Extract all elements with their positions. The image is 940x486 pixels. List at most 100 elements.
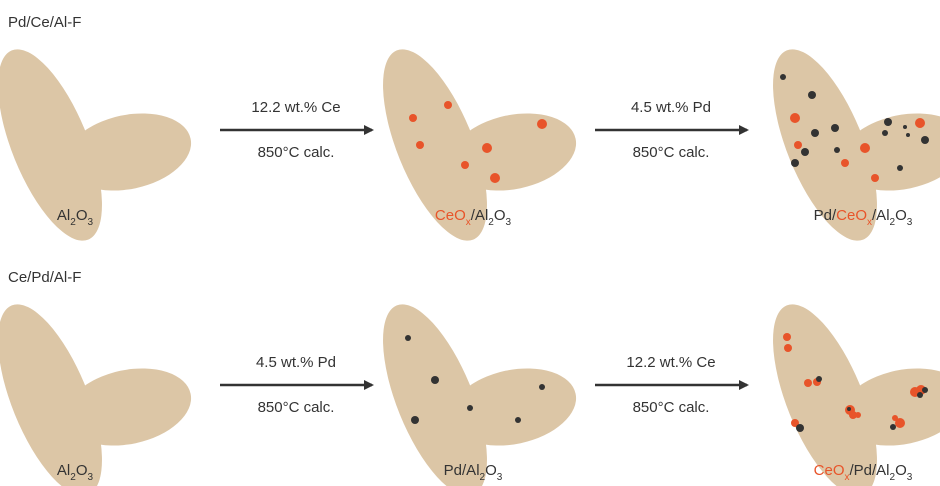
label-part: 2	[488, 217, 494, 228]
label-part: CeO	[814, 462, 845, 479]
support-lobe	[773, 49, 877, 241]
label-part: O	[485, 462, 497, 479]
stage-label: Pd/CeOx/Al2O3	[814, 207, 913, 228]
ceria-particle	[537, 119, 547, 129]
row-title: Pd/Ce/Al-F	[8, 14, 81, 31]
reagent-label: 12.2 wt.% Ce	[251, 99, 340, 116]
label-part: 2	[70, 472, 76, 483]
label-part: 2	[480, 472, 486, 483]
pd-particle	[780, 74, 786, 80]
ceria-particle	[790, 113, 800, 123]
support-lobe	[64, 368, 192, 446]
support-particle	[773, 304, 940, 486]
label-part: Al	[57, 207, 70, 224]
stage-label: Al2O3	[57, 462, 94, 483]
pd-particle	[897, 165, 903, 171]
pd-particle	[834, 147, 840, 153]
ceria-particle	[849, 411, 857, 419]
ceria-particle	[915, 118, 925, 128]
support-particle	[383, 304, 577, 486]
ceria-particle	[490, 173, 500, 183]
stage-label: CeOx/Pd/Al2O3	[814, 462, 913, 483]
label-part: /Al	[872, 207, 890, 224]
support-lobe	[383, 49, 487, 241]
pd-particle	[539, 384, 545, 390]
label-part: 3	[497, 472, 503, 483]
row-title: Ce/Pd/Al-F	[8, 269, 81, 286]
support-lobe	[839, 113, 940, 191]
ceria-particle	[871, 174, 879, 182]
label-part: O	[494, 207, 506, 224]
label-part: x	[845, 472, 850, 483]
pd-particle	[906, 133, 910, 137]
label-part: 3	[88, 217, 94, 228]
condition-label: 850°C calc.	[258, 399, 335, 416]
support-particle	[0, 304, 192, 486]
pd-particle	[890, 424, 896, 430]
label-part: 3	[506, 217, 512, 228]
condition-label: 850°C calc.	[633, 144, 710, 161]
pd-particle	[903, 125, 907, 129]
label-part: Pd/	[814, 207, 837, 224]
label-part: CeO	[435, 207, 466, 224]
label-part: 3	[907, 217, 913, 228]
stage-label: Al2O3	[57, 207, 94, 228]
reagent-label: 4.5 wt.% Pd	[631, 99, 711, 116]
label-part: /Al	[471, 207, 489, 224]
support-lobe	[0, 304, 102, 486]
support-lobe	[839, 368, 940, 446]
support-lobe	[64, 113, 192, 191]
support-lobe	[383, 304, 487, 486]
label-part: 2	[70, 217, 76, 228]
ceria-particle	[783, 333, 791, 341]
ceria-particle	[444, 101, 452, 109]
pd-particle	[801, 148, 809, 156]
pd-particle	[431, 376, 439, 384]
support-particle	[0, 49, 192, 241]
pd-particle	[884, 118, 892, 126]
stage-label: CeOx/Al2O3	[435, 207, 512, 228]
label-part: x	[867, 217, 872, 228]
support-lobe	[0, 49, 102, 241]
label-part: CeO	[836, 207, 867, 224]
label-part: 3	[88, 472, 94, 483]
label-part: 3	[907, 472, 913, 483]
label-part: O	[895, 207, 907, 224]
ceria-particle	[784, 344, 792, 352]
ceria-particle	[892, 415, 898, 421]
pd-particle	[917, 392, 923, 398]
pd-particle	[515, 417, 521, 423]
ceria-particle	[461, 161, 469, 169]
label-part: /Pd/Al	[850, 462, 890, 479]
ceria-particle	[860, 143, 870, 153]
condition-label: 850°C calc.	[258, 144, 335, 161]
label-part: 2	[890, 472, 896, 483]
support-particle	[383, 49, 577, 241]
pd-particle	[882, 130, 888, 136]
label-part: 2	[890, 217, 896, 228]
ceria-particle	[409, 114, 417, 122]
ceria-particle	[804, 379, 812, 387]
ceria-particle	[791, 419, 799, 427]
support-lobe	[773, 304, 877, 486]
reagent-label: 12.2 wt.% Ce	[626, 354, 715, 371]
label-part: Pd/Al	[444, 462, 480, 479]
reagent-label: 4.5 wt.% Pd	[256, 354, 336, 371]
label-part: O	[895, 462, 907, 479]
pd-particle	[411, 416, 419, 424]
pd-particle	[811, 129, 819, 137]
pd-particle	[816, 376, 822, 382]
ceria-particle	[416, 141, 424, 149]
ceria-particle	[895, 418, 905, 428]
label-part: O	[76, 462, 88, 479]
stage-label: Pd/Al2O3	[444, 462, 503, 483]
support-lobe	[449, 113, 577, 191]
condition-label: 850°C calc.	[633, 399, 710, 416]
ceria-particle	[482, 143, 492, 153]
label-part: O	[76, 207, 88, 224]
ceria-particle	[794, 141, 802, 149]
label-part: x	[466, 217, 471, 228]
pd-particle	[831, 124, 839, 132]
pd-particle	[796, 424, 804, 432]
